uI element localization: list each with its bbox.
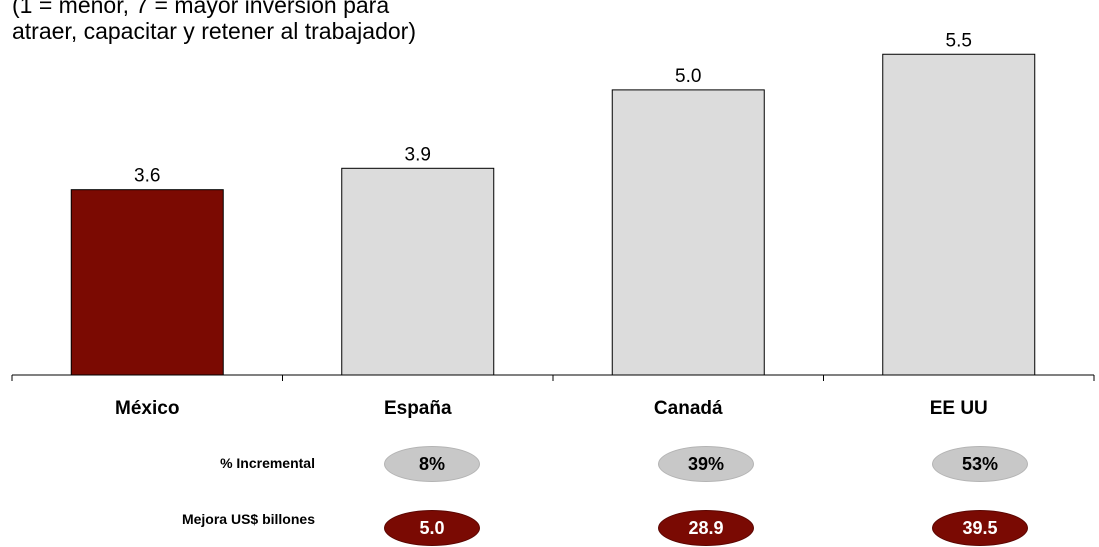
bar-canada	[611, 89, 765, 376]
category-label-espana: España	[384, 398, 452, 419]
row-label-incremental: % Incremental	[220, 455, 315, 471]
subtitle-line-2: atraer, capacitar y retener al trabajado…	[12, 18, 416, 44]
pill-incremental-espana: 8%	[384, 446, 480, 482]
chart-subtitle: (1 = menor, 7 = mayor inversión para atr…	[12, 0, 416, 44]
bar-ee-uu	[882, 53, 1036, 376]
value-label-canada: 5.0	[675, 66, 701, 87]
pill-mejora-canada: 28.9	[658, 510, 754, 546]
category-label-mexico: México	[115, 398, 179, 419]
subtitle-line-1: (1 = menor, 7 = mayor inversión para	[12, 0, 390, 18]
category-label-canada: Canadá	[654, 398, 723, 419]
bar-espana	[341, 167, 495, 376]
value-label-espana: 3.9	[405, 144, 431, 165]
pill-incremental-eeuu: 53%	[932, 446, 1028, 482]
pill-incremental-canada: 39%	[658, 446, 754, 482]
category-label-ee-uu: EE UU	[930, 398, 988, 419]
row-label-mejora: Mejora US$ billones	[181, 511, 315, 527]
pill-mejora-eeuu: 39.5	[932, 510, 1028, 546]
value-label-ee-uu: 5.5	[946, 30, 972, 51]
pill-mejora-espana: 5.0	[384, 510, 480, 546]
bar-mexico	[70, 189, 224, 376]
value-label-mexico: 3.6	[134, 166, 160, 187]
